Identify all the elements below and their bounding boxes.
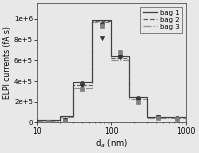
X-axis label: d$_a$ (nm): d$_a$ (nm) bbox=[95, 137, 128, 149]
Legend: bag 1, bag 2, bag 3: bag 1, bag 2, bag 3 bbox=[140, 7, 182, 33]
Y-axis label: ELPI currents (fA s): ELPI currents (fA s) bbox=[3, 26, 13, 99]
